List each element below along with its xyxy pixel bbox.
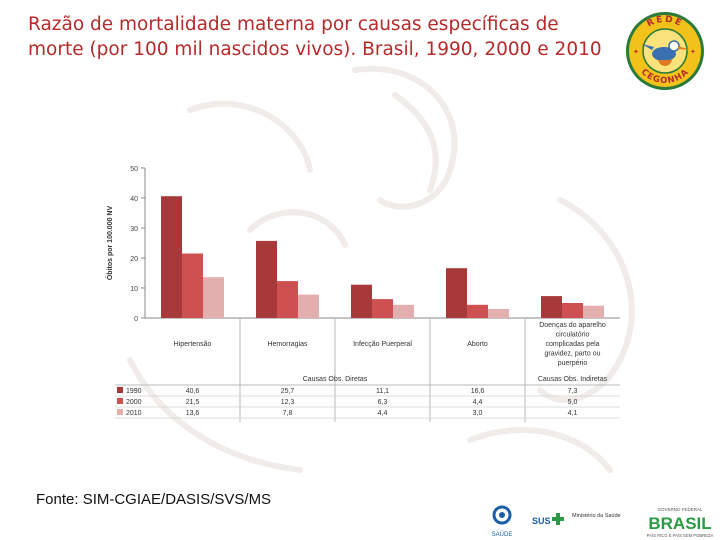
saude-logo: SAÚDE bbox=[492, 505, 513, 538]
bar-2000-2 bbox=[277, 281, 298, 318]
bar-2010-3 bbox=[393, 304, 414, 318]
data-label-1990-5: 7,3 bbox=[568, 388, 578, 395]
bar-2000-5 bbox=[562, 303, 583, 318]
x-category-label: Infecção Puerperal bbox=[353, 341, 412, 348]
data-label-2000-2: 12,3 bbox=[281, 399, 295, 406]
bar-2000-1 bbox=[182, 253, 203, 318]
x-category-label: gravidez, parto ou bbox=[544, 351, 600, 358]
data-label-1990-1: 40,6 bbox=[186, 388, 200, 395]
data-label-1990-4: 16,6 bbox=[471, 388, 485, 395]
data-label-2010-5: 4,1 bbox=[568, 410, 578, 417]
bar-1990-2 bbox=[256, 240, 277, 318]
logo-star-right-icon: ✦ bbox=[690, 48, 696, 56]
y-tick-label: 0 bbox=[134, 316, 138, 323]
x-category-label: Aborto bbox=[467, 341, 488, 348]
x-category-label: circulatório bbox=[556, 332, 590, 339]
x-category-label: Hipertensão bbox=[174, 341, 212, 348]
bar-1990-3 bbox=[351, 284, 372, 318]
sus-logo: SUS Ministério da Saúde bbox=[532, 513, 621, 526]
x-category-label: complicadas pela bbox=[545, 341, 599, 348]
stork-icon bbox=[642, 40, 690, 66]
y-tick-label: 20 bbox=[130, 256, 138, 263]
bar-1990-1 bbox=[161, 196, 182, 318]
legend-label-2010: 2010 bbox=[126, 410, 142, 417]
slogan-text: PAÍS RICO É PAÍS SEM POBREZA bbox=[647, 533, 714, 538]
y-tick-label: 40 bbox=[130, 196, 138, 203]
data-label-1990-3: 11,1 bbox=[376, 388, 389, 395]
bar-2000-3 bbox=[372, 299, 393, 318]
data-label-2000-3: 6,3 bbox=[378, 399, 388, 406]
legend-swatch-2000 bbox=[117, 398, 123, 404]
data-label-2010-4: 3,0 bbox=[473, 410, 483, 417]
sus-text: SUS bbox=[532, 516, 551, 526]
x-category-label: Hemorragias bbox=[267, 341, 308, 348]
bar-chart: 0 10 20 30 40 50 Óbitos por 100.000 NV Hiperten… bbox=[105, 166, 620, 422]
bar-1990-4 bbox=[446, 268, 467, 318]
logo-star-left-icon: ✦ bbox=[633, 48, 639, 56]
ministerio-text: Ministério da Saúde bbox=[572, 513, 621, 519]
chart-container: 0 10 20 30 40 50 Óbitos por 100.000 NV Hiperten… bbox=[100, 160, 630, 430]
footer-logos-graphic: SAÚDE SUS Ministério da Saúde GOVERNO FE… bbox=[492, 505, 714, 538]
data-label-2000-4: 4,4 bbox=[473, 399, 483, 406]
y-tick-label: 10 bbox=[130, 286, 138, 293]
data-label-2010-2: 7,8 bbox=[283, 410, 293, 417]
sus-cross-icon bbox=[552, 513, 564, 525]
bar-2010-2 bbox=[298, 294, 319, 318]
data-label-2000-1: 21,5 bbox=[186, 399, 200, 406]
bar-2000-4 bbox=[467, 304, 488, 318]
footer-logos: SAÚDE SUS Ministério da Saúde GOVERNO FE… bbox=[480, 500, 720, 540]
x-group-label: Causas Obs. Indiretas bbox=[538, 376, 608, 383]
legend-label-1990: 1990 bbox=[126, 388, 142, 395]
y-tick-label: 30 bbox=[130, 226, 138, 233]
x-category-label: Doenças do aparelho bbox=[539, 322, 606, 329]
saude-text: SAÚDE bbox=[492, 531, 513, 538]
bar-2010-5 bbox=[583, 305, 604, 318]
slide-title: Razão de mortalidade materna por causas … bbox=[28, 14, 602, 60]
legend-swatch-1990 bbox=[117, 387, 123, 393]
bar-2010-1 bbox=[203, 277, 224, 318]
y-axis-title: Óbitos por 100.000 NV bbox=[105, 206, 114, 281]
bar-2010-4 bbox=[488, 309, 509, 318]
x-category-label: puerpério bbox=[558, 360, 588, 367]
data-label-1990-2: 25,7 bbox=[281, 388, 295, 395]
y-tick-label: 50 bbox=[130, 166, 138, 173]
x-group-label: Causas Obs. Diretas bbox=[303, 376, 368, 383]
governo-text: GOVERNO FEDERAL bbox=[657, 507, 703, 512]
data-label-2000-5: 5,0 bbox=[568, 399, 578, 406]
rede-cegonha-logo: REDE CEGONHA ✦ ✦ bbox=[626, 12, 704, 90]
legend-label-2000: 2000 bbox=[126, 399, 142, 406]
source-note: Fonte: SIM-CGIAE/DASIS/SVS/MS bbox=[36, 491, 272, 508]
data-label-2010-1: 13,6 bbox=[186, 410, 200, 417]
brasil-text: BRASIL bbox=[648, 514, 711, 533]
legend-swatch-2010 bbox=[117, 409, 123, 415]
data-label-2010-3: 4,4 bbox=[378, 410, 388, 417]
bar-1990-5 bbox=[541, 296, 562, 318]
brasil-logo: GOVERNO FEDERAL BRASIL PAÍS RICO É PAÍS … bbox=[647, 507, 714, 538]
